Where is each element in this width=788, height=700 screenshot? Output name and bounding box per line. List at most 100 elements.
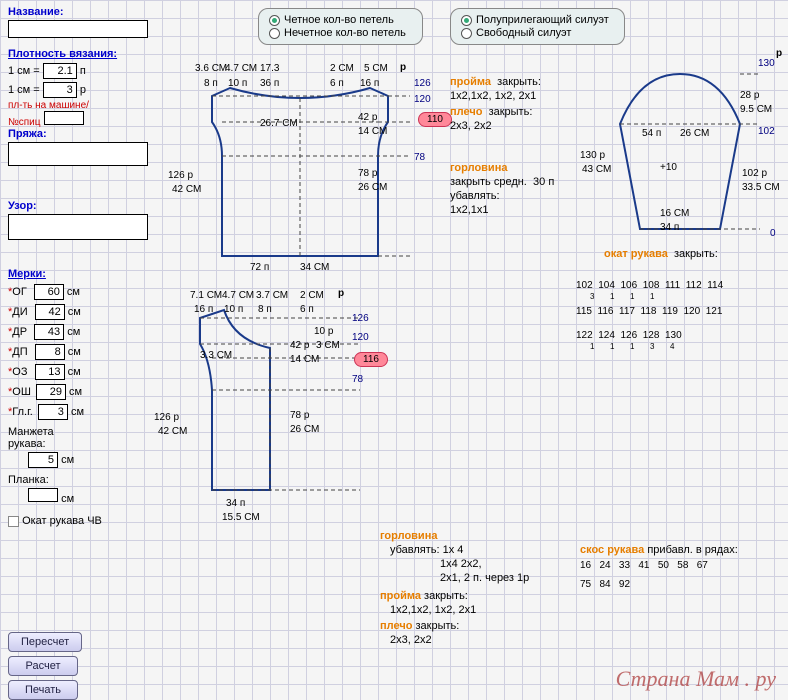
sl-b16: 16 СМ [660,208,689,219]
okat-sub3: 1 1 1 3 4 [590,342,674,351]
fr-bot34p: 34 п [226,498,245,509]
back-top4: 2 СМ [330,63,354,74]
sl-28: 28 р [740,90,759,101]
merki-title: Мерки: [8,268,102,280]
silhouette-group: Полуприлегающий силуэт Свободный силуэт [450,8,625,45]
cuff-label: Манжета [8,426,102,438]
parity-even-label: Четное кол-во петель [284,14,394,26]
fr-r23: 8 п [258,304,272,315]
parity-group: Четное кол-во петель Нечетное кол-во пет… [258,8,423,45]
radio-icon [461,28,472,39]
print-button[interactable]: Печать [8,680,78,700]
calc-button[interactable]: Расчет [8,656,78,676]
okat-seq3: 122 124 126 128 130 [576,330,682,341]
back-top5: 5 СМ [364,63,388,74]
density-r-unit: р [80,84,86,96]
fr-116-pill: 116 [354,352,388,367]
machine-label: пл-ть на машине/ [8,100,117,111]
merki-di-u: см [68,306,81,318]
silhouette-semi[interactable]: Полуприлегающий силуэт [461,14,614,26]
okat-label: Окат рукава ЧВ [22,515,102,527]
merki-og-u: см [67,286,80,298]
sl-l43: 43 СМ [582,164,611,175]
parity-odd-label: Нечетное кол-во петель [284,27,406,39]
parity-odd[interactable]: Нечетное кол-во петель [269,27,412,39]
back-bot72: 72 п [250,262,269,273]
okat-seq2: 115 116 117 118 119 120 121 [576,306,722,317]
sl-l130: 130 р [580,150,605,161]
fr-10r: 10 р [314,326,333,337]
okat-title: окат рукава закрыть: [604,248,718,260]
merki-og-input[interactable]: 60 [34,284,64,300]
density-p-input[interactable]: 2.1 [43,63,77,79]
fr-33: 3.3 СМ [200,350,232,361]
merki-oz-u: см [68,366,81,378]
name-input[interactable] [8,20,148,38]
front-diagram [160,300,420,510]
merki-osh-u: см [69,386,82,398]
fr-78: 78 [352,374,363,385]
silhouette-semi-label: Полуприлегающий силуэт [476,14,609,26]
fr-26: 26 СМ [290,424,319,435]
fr-l42: 42 СМ [158,426,187,437]
fr-14: 14 СМ [290,354,319,365]
density-title: Плотность вязания: [8,48,117,60]
pattern-label: Узор: [8,200,148,212]
back-r2-4: 6 п [330,78,344,89]
back-120: 120 [414,94,431,105]
back-top2: 4.7 СМ [225,63,257,74]
fr-r22: 10 п [224,304,243,315]
merki-glg-u: см [71,406,84,418]
merki-oz-input[interactable]: 13 [35,364,65,380]
merki-dr-input[interactable]: 43 [34,324,64,340]
recalc-button[interactable]: Пересчет [8,632,82,652]
back-r2-3: 36 п [260,78,279,89]
merki-dp-input[interactable]: 8 [35,344,65,360]
density-r-input[interactable]: 3 [43,82,77,98]
sl-102: 102 [758,126,775,137]
planka-unit: см [61,493,74,505]
parity-even[interactable]: Четное кол-во петель [269,14,412,26]
instr-front: горловина убавлять: 1x 4 1x4 2x2, 2x1, 2… [380,530,529,646]
back-l42: 42 СМ [172,184,201,195]
silhouette-free[interactable]: Свободный силуэт [461,27,614,39]
fr-t3: 3.7 СМ [256,290,288,301]
okat-checkbox[interactable] [8,516,19,527]
yarn-input[interactable] [8,142,148,166]
sl-26: 26 СМ [680,128,709,139]
merki-osh-k: ОШ [12,386,31,398]
back-267: 26.7 СМ [260,118,298,129]
back-l126: 126 р [168,170,193,181]
fr-t4: 2 СМ [300,290,324,301]
radio-icon [269,28,280,39]
merki-og-k: ОГ [12,286,27,298]
pattern-input[interactable] [8,214,148,240]
fr-bot155: 15.5 СМ [222,512,260,523]
sl-rr102: 102 р [742,168,767,179]
fr-42r: 42 р [290,340,309,351]
merki-glg-input[interactable]: 3 [38,404,68,420]
merki-di-input[interactable]: 42 [35,304,65,320]
density-p-unit: п [80,65,86,77]
sl-130: 130 [758,58,775,69]
sl-0: 0 [770,228,776,239]
cuff-input[interactable]: 5 [28,452,58,468]
fr-r21: 16 п [194,304,213,315]
planka-input[interactable] [28,488,58,502]
cuff-unit: см [61,454,74,466]
silhouette-free-label: Свободный силуэт [476,27,571,39]
fr-l126: 126 р [154,412,179,423]
back-14: 14 СМ [358,126,387,137]
back-r2-5: 16 п [360,78,379,89]
merki-osh-input[interactable]: 29 [36,384,66,400]
name-label: Название: [8,6,64,18]
sl-plus10: +10 [660,162,677,173]
okat-seq1: 102 104 106 108 111 112 114 [576,280,723,291]
density-cm-r-label: 1 см = [8,84,40,96]
back-r2-2: 10 п [228,78,247,89]
merki-dp-u: см [68,346,81,358]
skos: скос рукава прибавл. в рядах: 16 24 33 4… [580,544,738,590]
fr-t2: 4.7 СМ [222,290,254,301]
needles-input[interactable] [44,111,84,125]
back-p: р [400,62,406,73]
